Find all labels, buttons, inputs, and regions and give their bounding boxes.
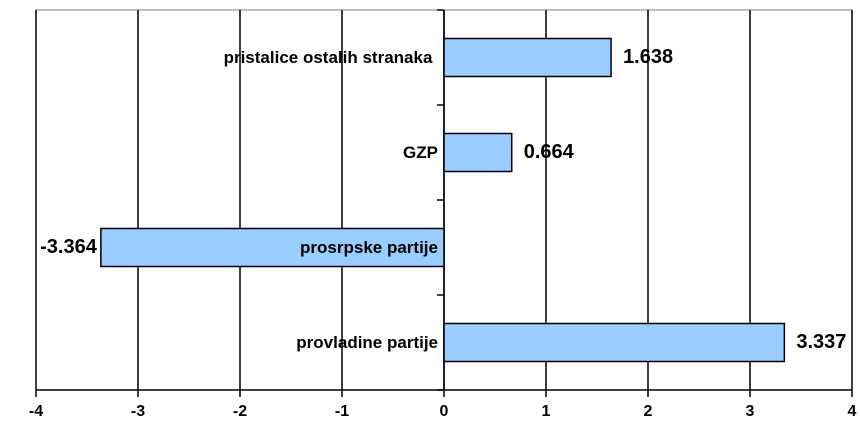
value-label: 1.638: [623, 46, 673, 68]
x-tick-label: -1: [335, 403, 349, 420]
x-tick-label: 0: [440, 403, 449, 420]
x-tick-label: -3: [131, 403, 145, 420]
x-tick-label: 1: [542, 403, 551, 420]
x-tick-label: 4: [848, 403, 857, 420]
category-label: GZP: [403, 142, 438, 162]
bar: [443, 322, 786, 363]
bar: [100, 227, 445, 268]
bar: [443, 132, 513, 173]
category-label: prosrpske partije: [300, 237, 438, 257]
x-tick-label: -2: [233, 403, 247, 420]
bar: [443, 37, 612, 78]
category-label: pristalice ostalih stranaka: [223, 47, 433, 67]
value-label: -3.364: [40, 236, 98, 258]
category-label: provladine partije: [296, 332, 438, 352]
x-tick-label: -4: [29, 403, 43, 420]
value-label: 3.337: [796, 331, 846, 353]
x-tick-label: 3: [746, 403, 755, 420]
value-label: 0.664: [524, 141, 575, 163]
x-tick-label: 2: [644, 403, 653, 420]
